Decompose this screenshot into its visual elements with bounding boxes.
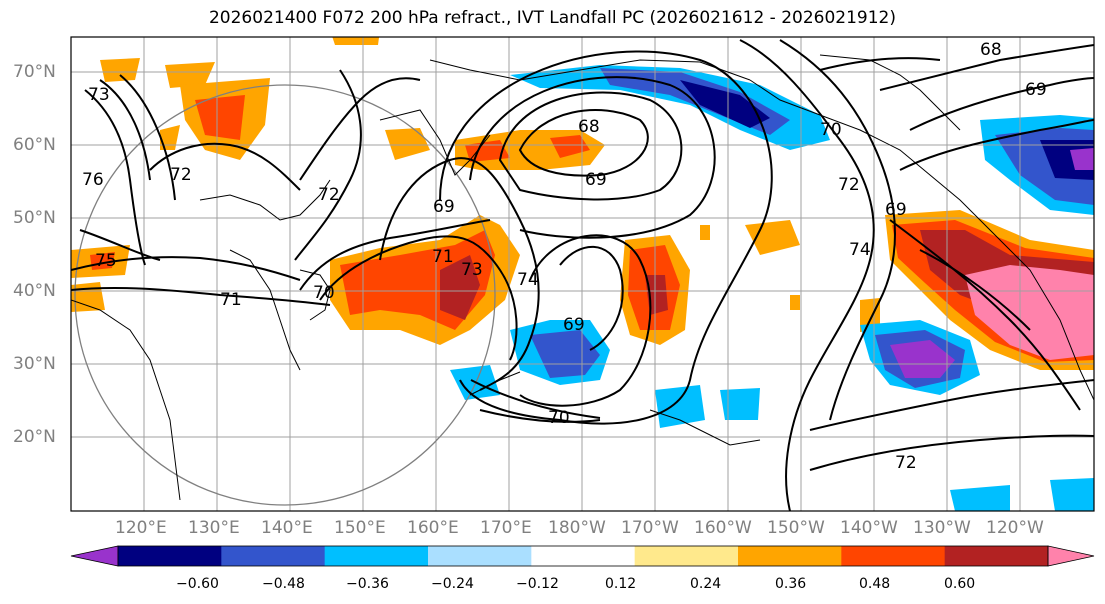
colorbar-cell — [634, 546, 739, 566]
contour-label: 74 — [849, 240, 871, 260]
radius-circle — [74, 84, 496, 506]
contour-label: 69 — [563, 315, 585, 335]
lat-label: 30°N — [13, 354, 56, 374]
colorbar-tick-label: −0.36 — [346, 576, 389, 592]
contour-label: 72 — [170, 165, 192, 185]
lon-label: 120°W — [986, 518, 1044, 538]
lon-label: 150°W — [767, 518, 825, 538]
colorbar-frame — [117, 545, 1049, 567]
contour-label: 68 — [578, 117, 600, 137]
lon-label: 120°E — [115, 518, 167, 538]
colorbar-left-arrow — [70, 545, 119, 567]
colorbar-tick-label: 0.48 — [859, 576, 891, 592]
contour-label: 70 — [313, 283, 335, 303]
contour-label: 70 — [548, 408, 570, 428]
colorbar-tick-label: −0.48 — [262, 576, 305, 592]
contour-label: 69 — [433, 197, 455, 217]
lon-label: 140°W — [840, 518, 898, 538]
contour-label: 69 — [885, 200, 907, 220]
contour-label: 76 — [82, 170, 104, 190]
colorbar-tick-label: −0.12 — [516, 576, 559, 592]
contour-label: 74 — [517, 270, 539, 290]
colorbar-tick-label: 0.24 — [690, 576, 722, 592]
colorbar-cell — [428, 546, 532, 566]
lon-label: 180°W — [548, 518, 606, 538]
colorbar-cell — [531, 546, 636, 566]
shaded-anomaly-regions — [71, 37, 1094, 511]
contour-label: 69 — [585, 170, 607, 190]
contour-label-group: 68 69 69 69 70 70 71 71 72 72 72 73 73 7… — [82, 40, 1047, 473]
contour-label: 72 — [895, 453, 917, 473]
map-frame — [70, 36, 1095, 512]
colorbar-cell — [944, 546, 1049, 566]
lat-label: 60°N — [13, 135, 56, 155]
contour-label: 73 — [461, 260, 483, 280]
graticule — [71, 37, 1094, 511]
colorbar-tick-label: 0.12 — [605, 576, 637, 592]
colorbar-tick-label: −0.24 — [431, 576, 474, 592]
colorbar-cell — [118, 546, 222, 566]
lon-label: 130°E — [188, 518, 240, 538]
colorbar-tick-label: −0.60 — [176, 576, 219, 592]
lat-label: 70°N — [13, 62, 56, 82]
contour-label: 72 — [838, 175, 860, 195]
lon-label: 170°W — [621, 518, 679, 538]
colorbar-right-arrow — [1047, 545, 1095, 567]
contour-label: 75 — [95, 251, 117, 271]
contour-label: 70 — [820, 120, 842, 140]
colorbar-cell — [221, 546, 326, 566]
contour-label: 72 — [318, 185, 340, 205]
contour-label: 71 — [220, 290, 242, 310]
lon-label: 140°E — [261, 518, 313, 538]
colorbar-cell — [841, 546, 946, 566]
colorbar-tick-label: 0.36 — [775, 576, 807, 592]
contour-label: 73 — [88, 85, 110, 105]
lat-label: 50°N — [13, 208, 56, 228]
lat-label: 20°N — [13, 427, 56, 447]
lon-label: 160°E — [407, 518, 459, 538]
colorbar-tick-label: 0.60 — [944, 576, 976, 592]
map-title: 2026021400 F072 200 hPa refract., IVT La… — [208, 8, 896, 28]
refractivity-contours — [71, 39, 1094, 511]
colorbar — [70, 545, 1095, 567]
contour-label: 69 — [1025, 80, 1047, 100]
lon-label: 130°W — [913, 518, 971, 538]
lon-label: 170°E — [480, 518, 532, 538]
lon-label: 160°W — [694, 518, 752, 538]
contour-label: 71 — [432, 247, 454, 267]
colorbar-cell — [324, 546, 429, 566]
contour-label: 68 — [980, 40, 1002, 60]
colorbar-cell — [738, 546, 842, 566]
lon-label: 150°E — [334, 518, 386, 538]
lat-label: 40°N — [13, 281, 56, 301]
colorbar-cells — [118, 546, 1049, 566]
